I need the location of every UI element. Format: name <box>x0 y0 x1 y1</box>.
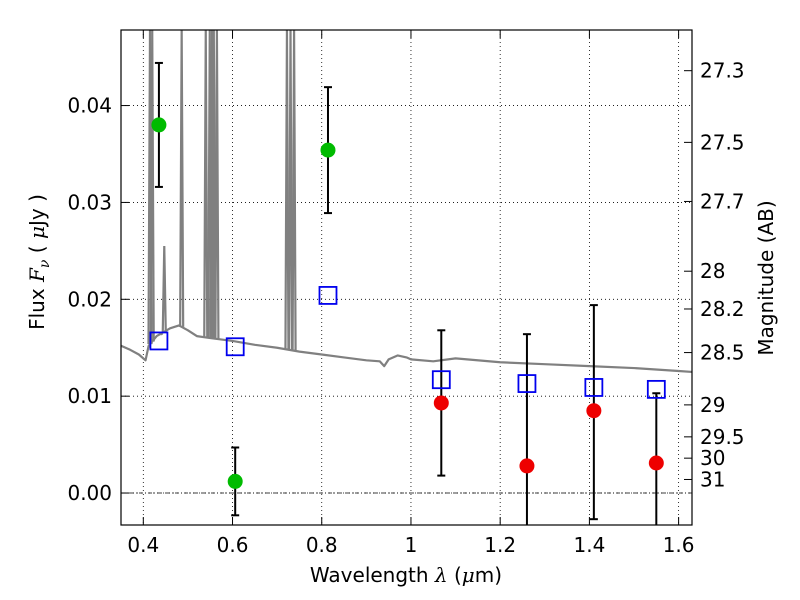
y2-tick-label: 30 <box>700 446 725 470</box>
x-tick-label: 1 <box>405 533 418 557</box>
y2-tick-label: 28 <box>700 259 725 283</box>
emission-line <box>159 332 164 336</box>
model-square <box>431 370 451 390</box>
y2-tick-label: 27.7 <box>700 189 745 213</box>
data-point <box>519 458 535 474</box>
y2-tick-label: 31 <box>700 467 725 491</box>
model-square <box>517 374 537 393</box>
x-tick-label: 1.6 <box>663 533 695 557</box>
x-tick-label: 1.4 <box>573 533 605 557</box>
model-square <box>584 378 604 397</box>
data-point <box>648 455 664 471</box>
y2-tick-label: 28.5 <box>700 341 745 365</box>
y2-tick-label: 27.5 <box>700 130 745 154</box>
y2-tick-label: 29 <box>700 393 725 417</box>
model-square <box>149 331 169 351</box>
x-tick-label: 0.6 <box>217 533 249 557</box>
data-point <box>320 142 336 158</box>
y-tick-label: 0.01 <box>67 384 112 408</box>
y-tick-label: 0.03 <box>67 190 112 214</box>
grid <box>121 30 692 525</box>
plot-frame <box>120 29 693 526</box>
emission-line <box>161 245 167 332</box>
data-point <box>433 395 449 411</box>
model-square <box>318 286 338 305</box>
y-tick-label: 0.04 <box>67 94 112 118</box>
data-point <box>227 473 243 489</box>
x-tick-label: 0.4 <box>127 533 159 557</box>
y2-tick-label: 28.2 <box>700 297 745 321</box>
y-tick-label: 0.00 <box>67 481 112 505</box>
markers <box>149 117 666 489</box>
x-axis-label: Wavelength λ (μm) <box>310 563 502 587</box>
y-tick-label: 0.02 <box>67 287 112 311</box>
x-tick-label: 0.8 <box>306 533 338 557</box>
x-tick-label: 1.2 <box>484 533 516 557</box>
y2-tick-label: 29.5 <box>700 425 745 449</box>
model-square <box>225 337 245 357</box>
y2-axis-label: Magnitude (AB) <box>754 200 778 355</box>
model-square <box>646 379 666 399</box>
y2-tick-label: 27.3 <box>700 59 745 83</box>
data-point <box>151 117 167 133</box>
ticks <box>121 30 692 525</box>
spectrum-continuum <box>120 324 693 374</box>
tick-labels: 0.4 0.6 0.8 1 1.2 1.4 1.6 0.00 0.01 0.02 0.03 0.04 2… <box>67 59 744 557</box>
y-axis-label: Flux Fν ( μJy ) <box>25 194 53 330</box>
data-point <box>586 403 602 419</box>
